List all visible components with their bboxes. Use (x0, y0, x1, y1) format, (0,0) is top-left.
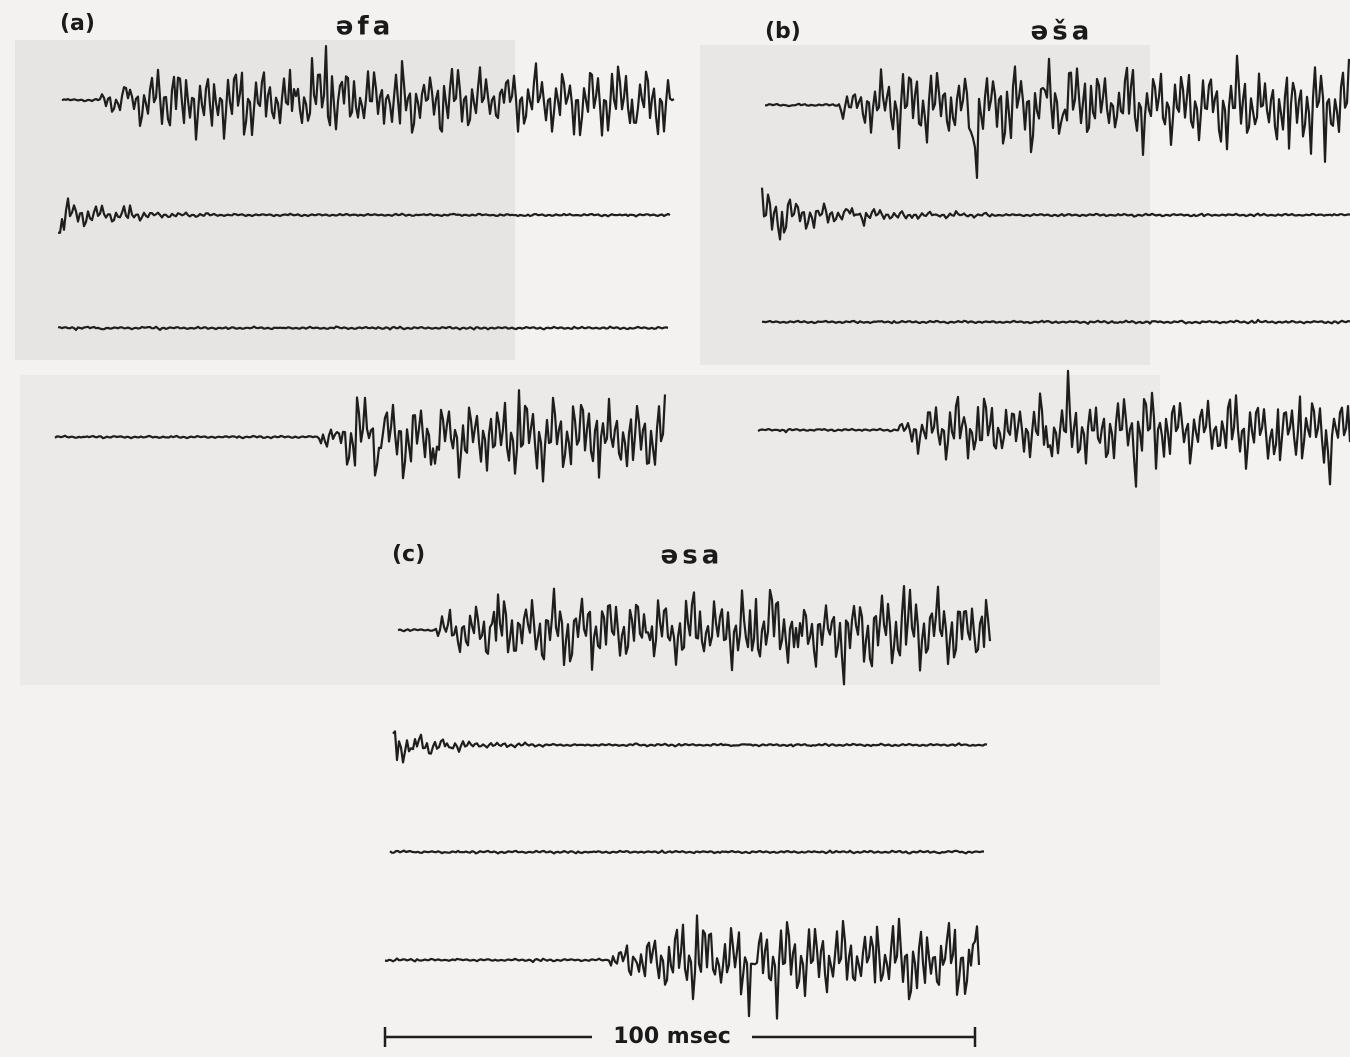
waveform (397, 585, 992, 686)
scale-bar (383, 1027, 977, 1047)
waveform (760, 187, 1350, 241)
scale-label: 100 msec (613, 1024, 731, 1049)
panel-title: əsa (661, 541, 724, 571)
panel-label: (c) (392, 542, 425, 567)
waveform (57, 197, 671, 234)
panel-title: əfa (336, 12, 395, 42)
waveform (58, 325, 669, 331)
waveform (757, 369, 1350, 488)
waveform (389, 849, 984, 855)
waveform (54, 389, 667, 483)
waveform (392, 730, 988, 764)
waveform (61, 45, 675, 141)
waveform (765, 54, 1350, 179)
panel-title: əša (1031, 17, 1094, 47)
panel-label: (a) (60, 11, 95, 36)
waveforms (54, 45, 1350, 1020)
panel-label: (b) (765, 19, 801, 44)
waveform (384, 914, 981, 1020)
waveform (761, 318, 1350, 325)
